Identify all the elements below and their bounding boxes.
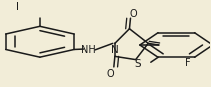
Text: NH: NH — [81, 45, 96, 55]
Text: I: I — [15, 2, 19, 12]
Text: N: N — [111, 45, 119, 55]
Text: O: O — [130, 9, 137, 19]
Text: F: F — [185, 58, 191, 68]
Text: O: O — [107, 69, 115, 79]
Text: S: S — [134, 59, 141, 69]
